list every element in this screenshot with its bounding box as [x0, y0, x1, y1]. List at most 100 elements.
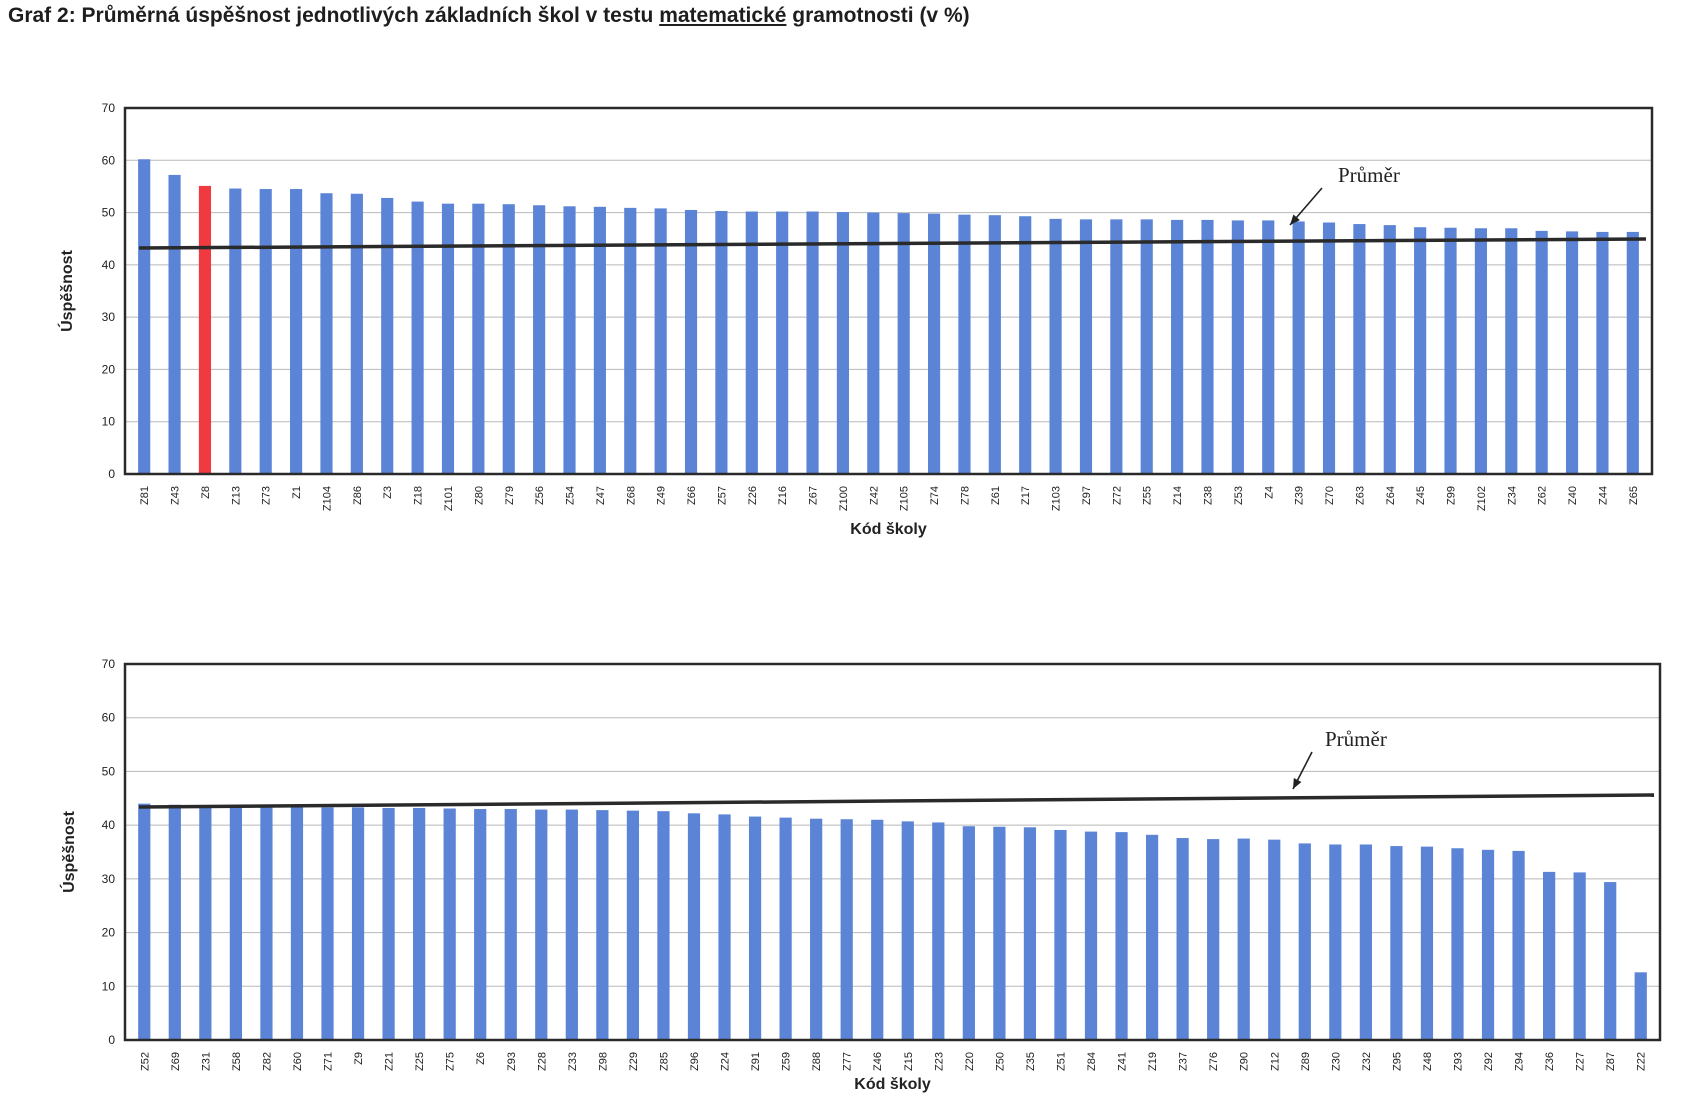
x-tick-label: Z80: [473, 486, 485, 505]
y-tick-label: 20: [102, 362, 116, 376]
x-tick-label: Z73: [261, 486, 273, 505]
bar: [1145, 834, 1159, 1040]
bar: [1535, 230, 1548, 474]
x-tick-label: Z89: [1300, 1052, 1312, 1071]
y-tick-label: 40: [102, 818, 116, 832]
bar: [962, 826, 975, 1040]
x-tick-label: Z44: [1597, 486, 1609, 505]
bar: [290, 806, 304, 1040]
x-tick-label: Z102: [1476, 486, 1488, 511]
y-tick-label: 40: [102, 258, 116, 272]
x-tick-label: Z29: [628, 1052, 640, 1071]
bar: [1231, 220, 1244, 474]
x-tick-label: Z32: [1361, 1052, 1373, 1071]
bar: [1171, 219, 1184, 474]
bar: [229, 188, 242, 474]
y-tick-label: 0: [108, 1033, 115, 1047]
bar: [684, 209, 698, 474]
chart-2: 0 10 20 30 40 50 60 70 Z52 Z69 Z31 Z58 Z82 Z60 Z71 Z9 Z2…: [59, 657, 1662, 1093]
bar: [535, 809, 548, 1040]
x-tick-label: Z1: [291, 486, 303, 499]
x-tick-label: Z15: [903, 1052, 915, 1071]
x-tick-label: Z105: [899, 486, 911, 511]
x-tick-label: Z48: [1422, 1052, 1434, 1071]
bar: [596, 810, 609, 1040]
x-tick-label: Z38: [1202, 486, 1214, 505]
x-tick-label: Z55: [1142, 486, 1154, 505]
annotation-arrowhead: [1293, 778, 1302, 789]
x-tick-label: Z8: [200, 486, 212, 499]
x-tick-label: Z54: [565, 486, 577, 505]
bar: [901, 821, 914, 1040]
x-tick-label: Z93: [506, 1052, 518, 1071]
x-tick-label: Z14: [1172, 486, 1184, 505]
x-tick-label: Z71: [323, 1052, 335, 1071]
x-tick-label: Z56: [534, 486, 546, 505]
x-tick-label: Z72: [1111, 486, 1123, 505]
x-tick-label: Z53: [1233, 486, 1245, 505]
bar: [1634, 972, 1647, 1040]
x-tick-label: Z70: [1324, 486, 1336, 505]
bar: [472, 203, 485, 474]
bar: [321, 807, 334, 1040]
bar: [897, 213, 910, 474]
bar: [1512, 850, 1525, 1040]
bar: [687, 813, 701, 1040]
bar: [1019, 216, 1032, 474]
bar: [382, 807, 395, 1040]
bar: [565, 809, 578, 1040]
x-tick-label: Z22: [1636, 1052, 1648, 1071]
x-tick-label: Z96: [689, 1052, 701, 1071]
bar: [810, 818, 823, 1040]
bar: [1079, 219, 1093, 474]
bar: [1262, 220, 1275, 474]
bar: [1176, 838, 1189, 1040]
bar: [1115, 832, 1128, 1040]
bar: [259, 189, 272, 475]
annotation-arrowhead: [1290, 214, 1300, 225]
bar: [1565, 231, 1579, 474]
x-tick-label: Z104: [321, 486, 333, 511]
x-tick-label: Z98: [597, 1052, 609, 1071]
bar: [199, 805, 212, 1040]
bar: [745, 211, 758, 475]
title-underlined: matematické: [659, 4, 787, 27]
x-tick-label: Z39: [1294, 486, 1306, 505]
y-tick-label: 10: [102, 979, 116, 993]
bar: [1573, 872, 1586, 1040]
x-axis-label: Kód školy: [854, 1076, 931, 1093]
bar: [657, 811, 670, 1040]
bar: [871, 819, 884, 1040]
x-tick-label: Z81: [139, 486, 151, 505]
bar: [198, 185, 212, 475]
bar: [1054, 829, 1067, 1040]
x-tick-label: Z91: [750, 1052, 762, 1071]
y-tick-label: 60: [102, 711, 116, 725]
bar: [1292, 221, 1305, 474]
bar: [932, 822, 945, 1040]
x-tick-label: Z78: [959, 486, 971, 505]
bar: [350, 193, 363, 474]
x-tick-label: Z69: [170, 1052, 182, 1071]
x-tick-label: Z63: [1354, 486, 1366, 505]
x-tick-label: Z16: [777, 486, 789, 505]
bar: [1474, 228, 1487, 474]
bar: [718, 814, 731, 1040]
x-tick-label: Z6: [475, 1052, 487, 1065]
bar: [1084, 831, 1098, 1040]
y-axis-label: Úspěšnost: [57, 249, 76, 331]
x-tick-label: Z23: [933, 1052, 945, 1071]
bar: [474, 809, 487, 1040]
bar: [563, 206, 576, 474]
bar: [626, 810, 640, 1040]
x-tick-label: Z24: [720, 1052, 732, 1071]
bar: [654, 208, 667, 475]
y-tick-label: 50: [102, 764, 116, 778]
title-suffix: gramotnosti (v %): [786, 4, 970, 27]
x-tick-label: Z34: [1506, 486, 1518, 505]
bar: [502, 204, 515, 474]
x-tick-label: Z47: [595, 486, 607, 505]
x-tick-label: Z35: [1025, 1052, 1037, 1071]
x-tick-label: Z68: [625, 486, 637, 505]
average-line: [138, 237, 1647, 250]
